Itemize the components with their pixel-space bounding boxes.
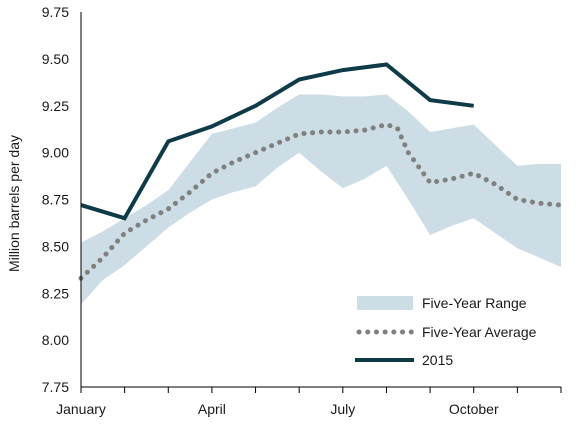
axes-layer bbox=[80, 12, 562, 393]
y-tick-labels: 7.75 8.00 8.25 8.50 8.75 9.00 9.25 9.50 9.75 bbox=[42, 4, 69, 395]
year-2015-line bbox=[80, 62, 474, 221]
y-axis-label: Million barrels per day bbox=[6, 135, 22, 272]
x-tick-label: July bbox=[330, 401, 355, 417]
legend-average-label: Five-Year Average bbox=[422, 324, 537, 340]
y-tick-label: 9.00 bbox=[42, 145, 69, 161]
legend-range-swatch bbox=[357, 296, 413, 310]
five-year-average-layer bbox=[78, 121, 564, 281]
y-tick-label: 8.75 bbox=[42, 192, 69, 208]
y-tick-label: 7.75 bbox=[42, 379, 69, 395]
five-year-average-line bbox=[78, 121, 564, 281]
legend-range-label: Five-Year Range bbox=[422, 295, 527, 311]
five-year-range-band-layer bbox=[81, 94, 561, 305]
y-tick-label: 9.50 bbox=[42, 51, 69, 67]
legend: Five-Year Range Five-Year Average 2015 bbox=[346, 286, 556, 375]
x-tick-label: January bbox=[56, 401, 106, 417]
year-2015-layer bbox=[80, 62, 474, 221]
y-tick-label: 9.25 bbox=[42, 98, 69, 114]
five-year-range-area bbox=[81, 94, 561, 305]
x-tick-label: October bbox=[449, 401, 499, 417]
x-tick-label: April bbox=[198, 401, 226, 417]
x-tick-labels: January April July October bbox=[56, 401, 499, 417]
y-tick-label: 8.25 bbox=[42, 285, 69, 301]
y-tick-label: 9.75 bbox=[42, 4, 69, 20]
legend-2015-label: 2015 bbox=[422, 352, 453, 368]
y-tick-label: 8.50 bbox=[42, 238, 69, 254]
y-tick-label: 8.00 bbox=[42, 332, 69, 348]
